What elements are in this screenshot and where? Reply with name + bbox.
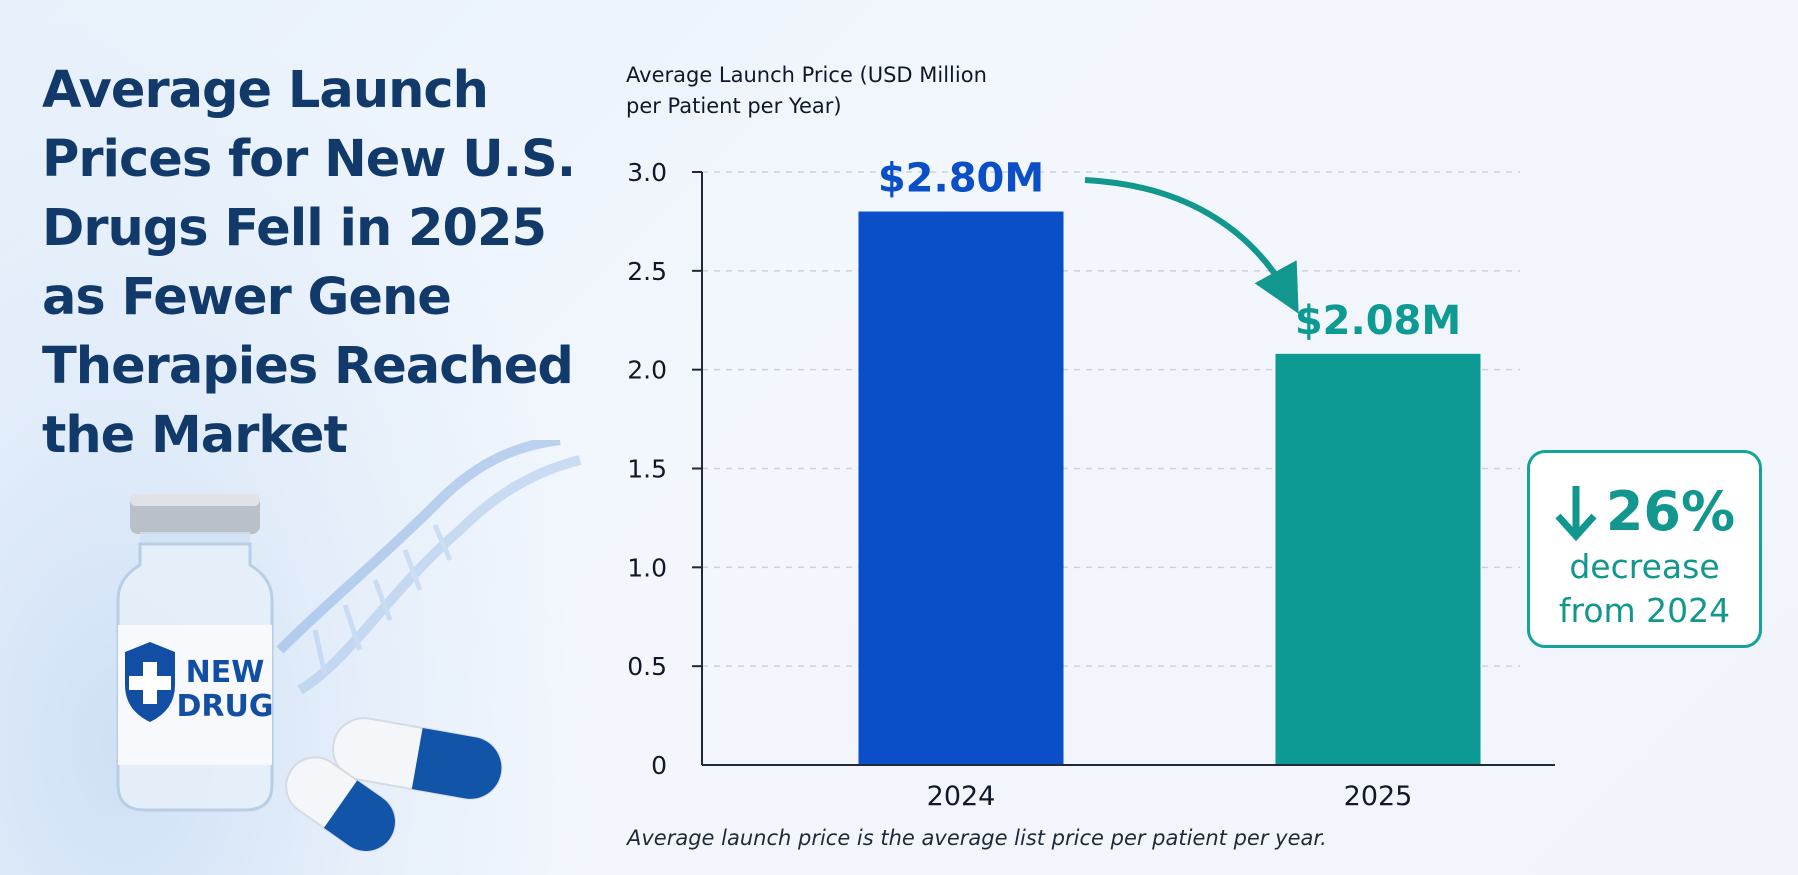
y-tick-label: 0 xyxy=(651,751,667,780)
decrease-callout: 26% decrease from 2024 xyxy=(1527,450,1762,648)
decrease-percent: 26% xyxy=(1605,480,1736,543)
y-tick-label: 2.0 xyxy=(627,356,667,385)
dna-helix-icon xyxy=(276,440,582,695)
left-background xyxy=(0,0,600,875)
data-label-2024: $2.80M xyxy=(878,156,1044,202)
page-title: Average Launch Prices for New U.S. Drugs… xyxy=(42,61,576,465)
callout-line2: from 2024 xyxy=(1558,591,1731,630)
capsule-icon xyxy=(332,717,503,800)
bar-2025 xyxy=(1275,353,1481,765)
drug-illustration: NEW DRUG xyxy=(116,440,582,852)
y-tick-label: 2.5 xyxy=(627,257,667,286)
y-tick-label: 0.5 xyxy=(627,652,667,681)
y-tick-label: 3.0 xyxy=(627,158,667,187)
x-tick-label: 2024 xyxy=(927,781,996,812)
y-axis-label: Average Launch Price (USD Million per Pa… xyxy=(626,63,987,118)
capsule-icon xyxy=(285,756,396,852)
trend-arrow xyxy=(1084,177,1299,314)
footnote: Average launch price is the average list… xyxy=(627,826,1327,850)
y-tick-label: 1.0 xyxy=(627,553,667,582)
vial-label-line2: DRUG xyxy=(177,689,274,724)
y-tick-label: 1.5 xyxy=(627,455,667,484)
bar-2024 xyxy=(858,211,1064,766)
callout-line1: decrease xyxy=(1569,547,1720,586)
vial-label-line1: NEW xyxy=(186,655,265,690)
x-tick-label: 2025 xyxy=(1344,781,1413,812)
vial-icon: NEW DRUG xyxy=(116,494,274,812)
data-label-2025: $2.08M xyxy=(1295,298,1461,344)
down-arrow-icon xyxy=(1555,486,1597,542)
